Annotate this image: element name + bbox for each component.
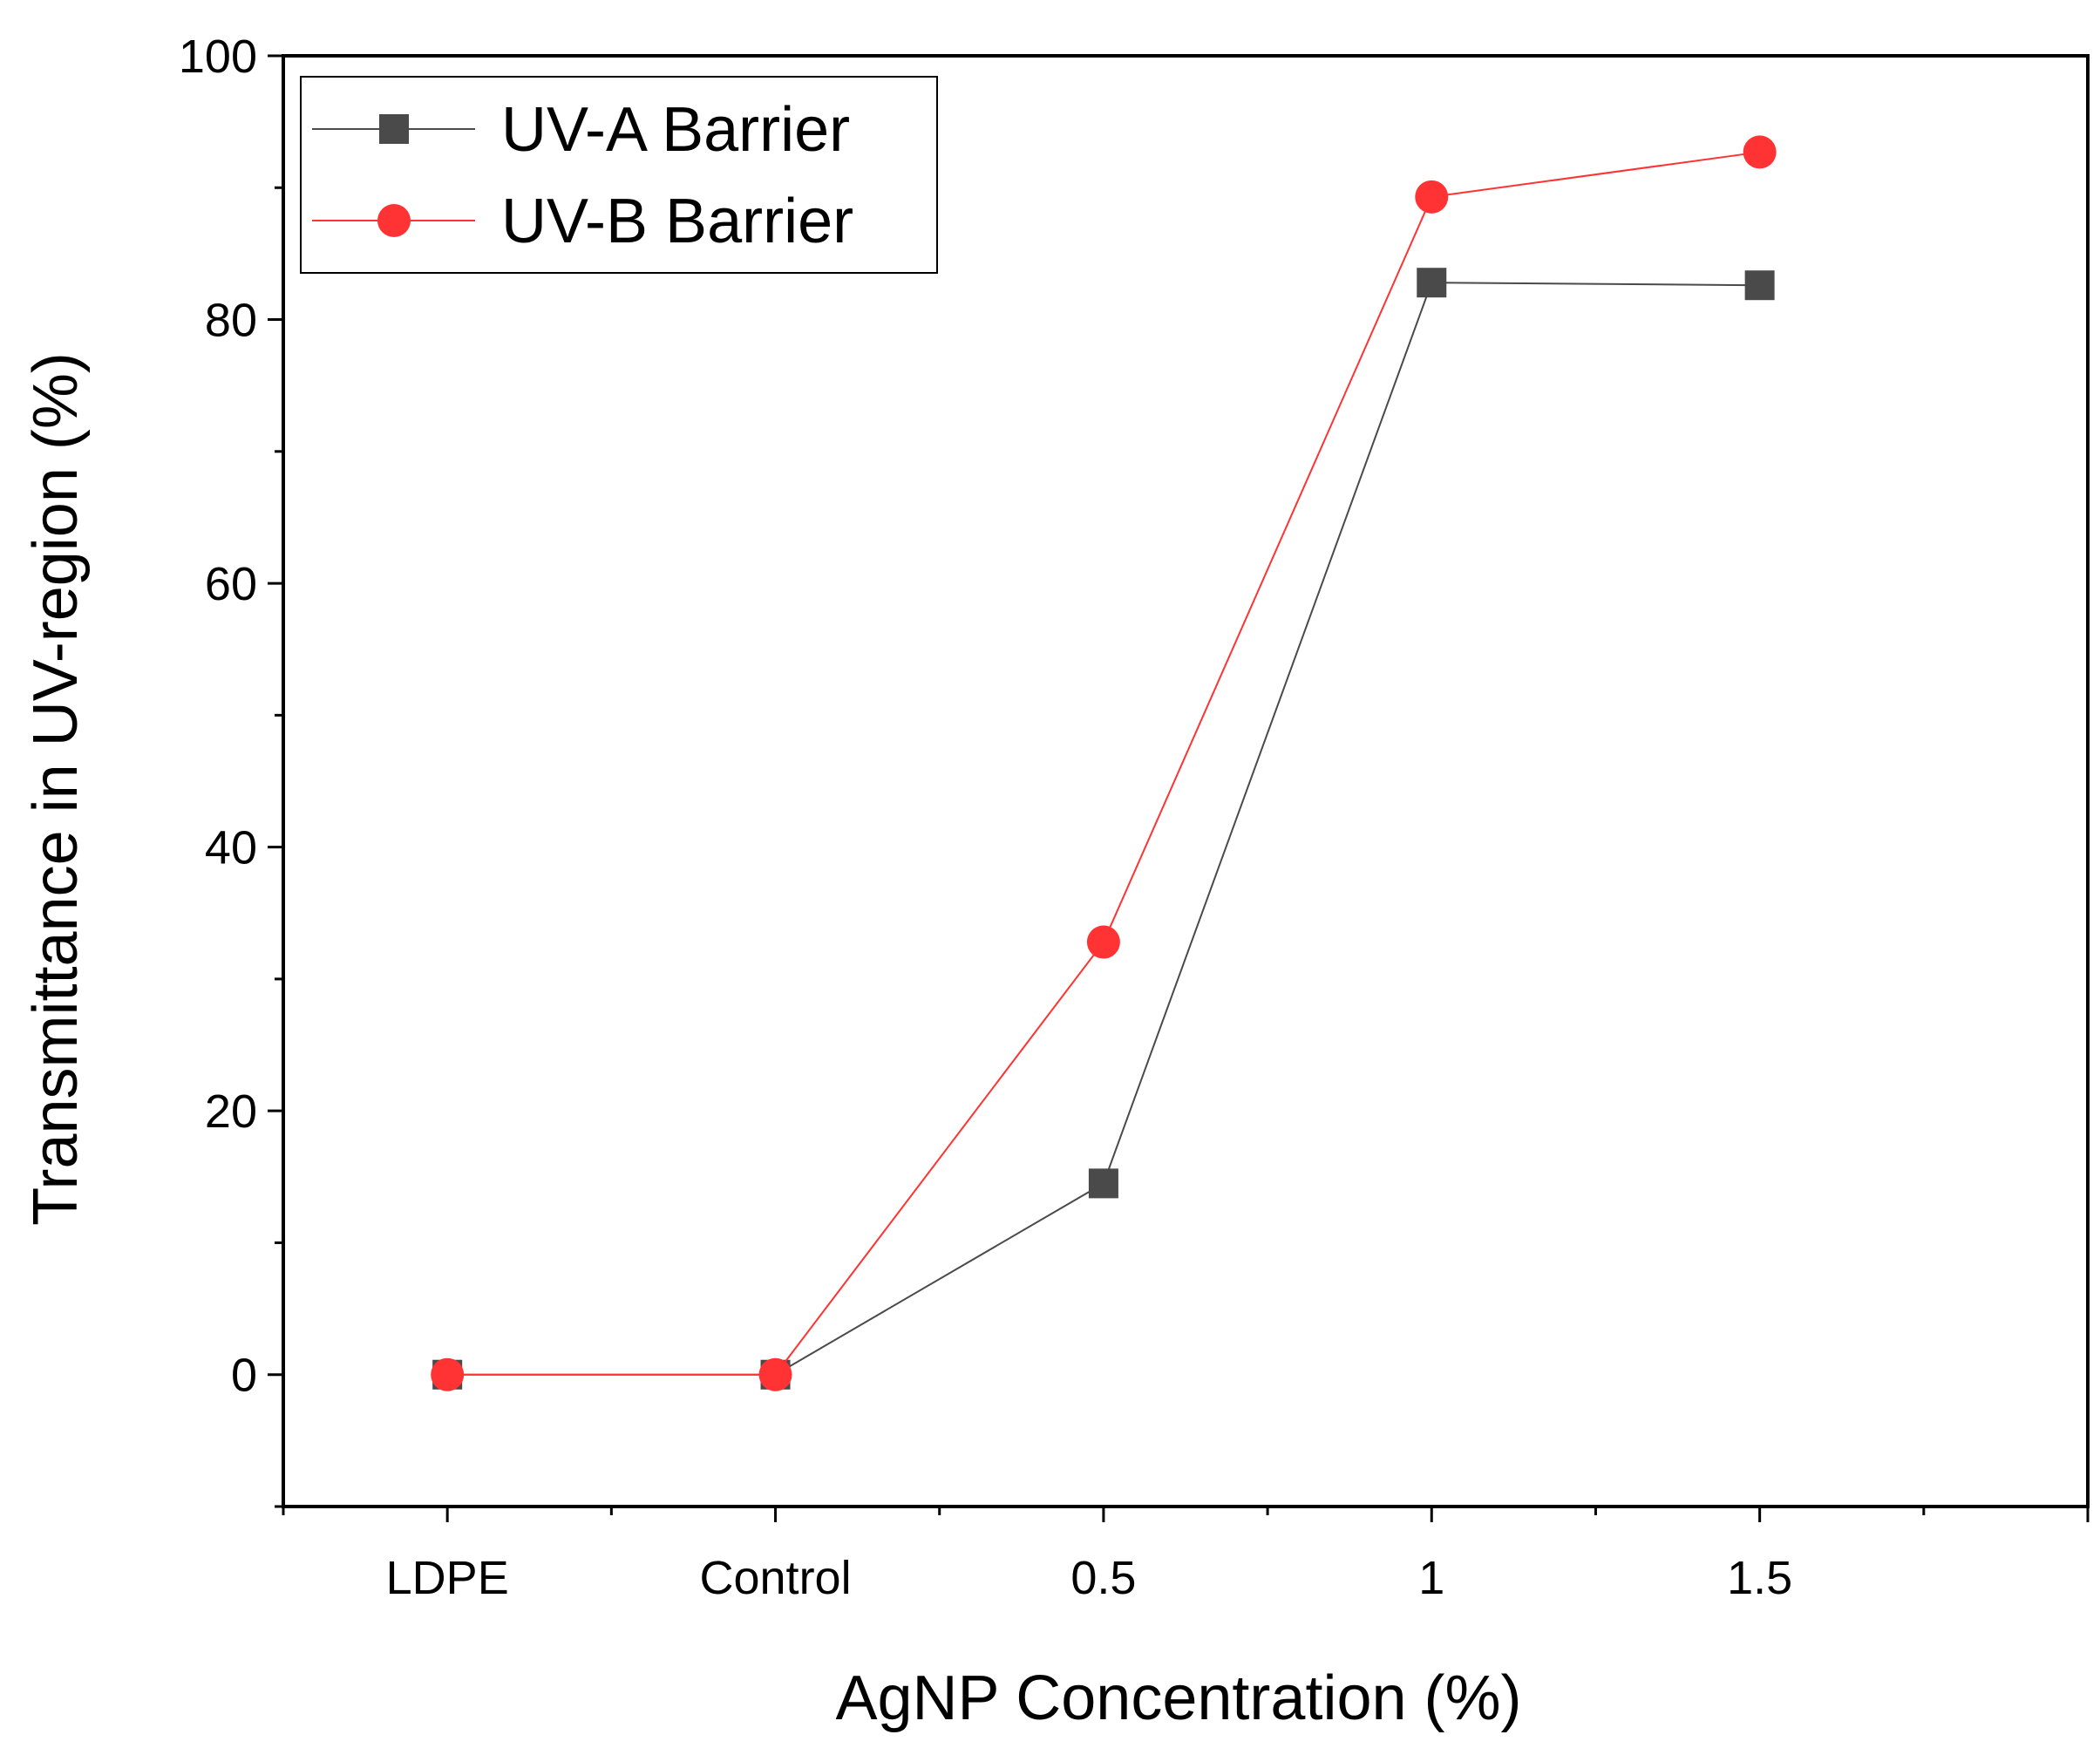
- data-point: [1088, 1168, 1118, 1199]
- legend-label-uva: UV-A Barrier: [501, 95, 850, 165]
- legend-marker-uva: [379, 114, 409, 144]
- x-tick-label: 0.5: [1070, 1552, 1136, 1604]
- legend-marker-uvb: [377, 204, 411, 237]
- data-point: [758, 1357, 792, 1391]
- data-point: [1086, 925, 1120, 959]
- x-tick-label: LDPE: [386, 1552, 509, 1604]
- y-axis-title: Transmittance in UV-region (%): [21, 352, 91, 1226]
- series-line: [447, 282, 1760, 1376]
- x-tick-label: Control: [700, 1552, 852, 1604]
- data-point: [1417, 268, 1447, 298]
- legend-label-uvb: UV-B Barrier: [501, 187, 853, 256]
- data-point: [1743, 135, 1777, 169]
- x-axis: LDPE Control 0.5 1 1.5: [282, 1507, 2090, 1604]
- y-tick-label: 80: [205, 295, 257, 347]
- y-tick-label: 60: [205, 558, 257, 610]
- x-tick-label: 1.5: [1727, 1552, 1792, 1604]
- data-point: [1744, 270, 1775, 301]
- y-axis: 0 20 40 60 80 100: [179, 31, 283, 1508]
- legend-box: [300, 76, 938, 274]
- plot-frame: [282, 54, 2090, 1508]
- data-point: [1415, 180, 1449, 214]
- series-uva: [432, 268, 1775, 1390]
- y-tick-label: 0: [231, 1350, 257, 1402]
- x-axis-title: AgNP Concentration (%): [835, 1663, 1521, 1733]
- y-tick-label: 20: [205, 1085, 257, 1138]
- legend: UV-A Barrier UV-B Barrier: [300, 76, 938, 274]
- x-tick-label: 1: [1418, 1552, 1444, 1604]
- data-point: [431, 1357, 465, 1391]
- series-uvb: [431, 135, 1777, 1391]
- series-layer: [431, 135, 1777, 1391]
- y-tick-label: 100: [179, 31, 257, 83]
- plot-border: [282, 54, 2090, 1508]
- y-tick-label: 40: [205, 822, 257, 874]
